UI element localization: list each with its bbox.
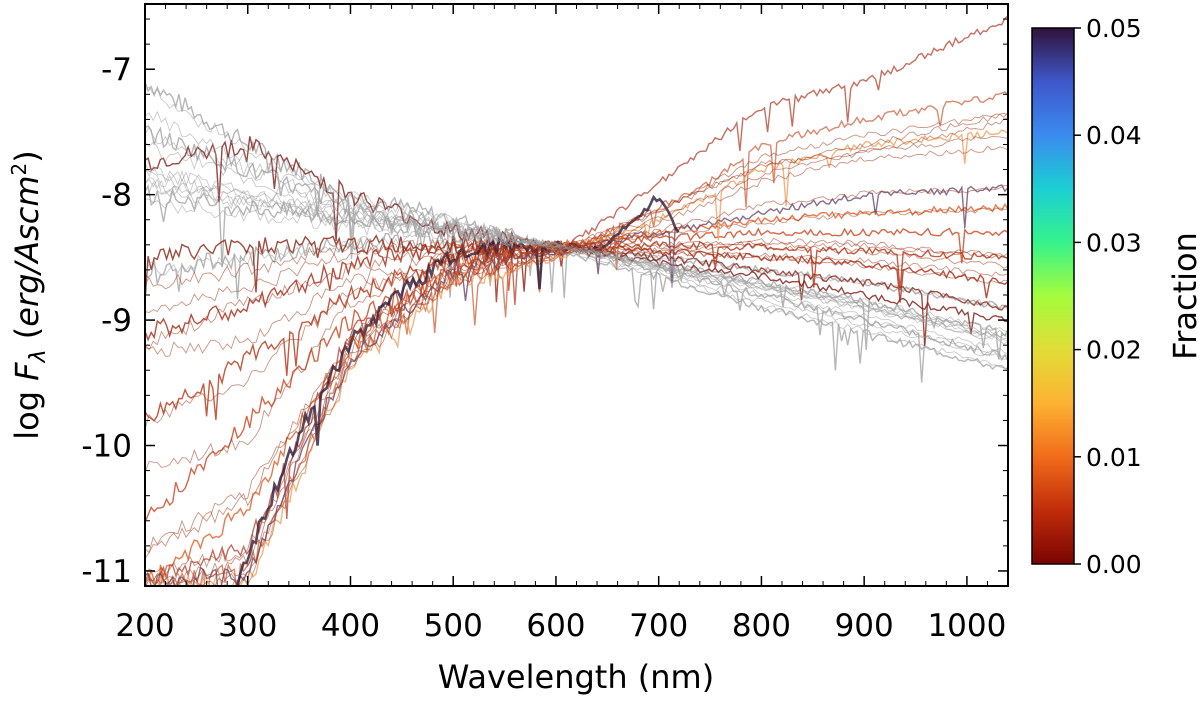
x-tick-label: 300	[218, 608, 277, 644]
series-line-cool-star-1	[145, 136, 1008, 335]
texture-spectrum	[145, 184, 1008, 554]
x-axis-ticks: 200 300 400 500 600 700 800 900 1000	[115, 4, 1009, 644]
x-tick-label: 200	[115, 608, 174, 644]
texture-spectrum	[145, 241, 1008, 351]
texture-spectrum	[145, 145, 1008, 586]
y-tick-label: -7	[101, 52, 132, 88]
x-tick-label: 400	[321, 608, 380, 644]
y-axis-label-symbol: F	[8, 362, 46, 381]
y-axis-label-open: (	[8, 327, 46, 350]
texture-spectrum	[145, 165, 1008, 345]
x-tick-label: 800	[732, 608, 791, 644]
colorbar-label: Fraction	[1166, 232, 1200, 360]
texture-spectrum	[145, 110, 1008, 360]
series-line-cool-star-6	[145, 202, 1008, 586]
texture-spectrum	[145, 237, 1008, 290]
texture-spectrum	[145, 112, 1008, 579]
texture-layer	[145, 86, 1008, 586]
y-axis-label-subscript: λ	[26, 349, 51, 363]
colorbar-tick-label: 0.03	[1086, 228, 1142, 257]
x-tick-label: 700	[629, 608, 688, 644]
y-tick-label: -10	[81, 429, 132, 465]
y-tick-label: -8	[101, 178, 132, 214]
x-axis-label: Wavelength (nm)	[438, 658, 714, 696]
texture-spectrum	[145, 178, 1008, 339]
texture-spectrum	[145, 237, 1008, 357]
colorbar-tick-label: 0.02	[1086, 336, 1142, 365]
y-axis-ticks: -7 -8 -9 -10 -11	[81, 18, 1008, 590]
colorbar-tick-label: 0.05	[1086, 14, 1142, 43]
series-line-hot-star-1	[145, 81, 1008, 371]
y-axis-label-superscript: 2	[7, 163, 31, 176]
series-line-cool-star-4	[145, 240, 1008, 422]
x-tick-label: 600	[526, 608, 585, 644]
y-tick-label: -11	[81, 554, 132, 590]
y-axis-label-prefix: log	[8, 381, 46, 440]
texture-spectrum	[145, 86, 1008, 370]
colorbar-tick-label: 0.04	[1086, 121, 1142, 150]
y-axis-label: log Fλ (erg/Ascm2)	[7, 150, 51, 440]
texture-spectrum	[145, 117, 1008, 473]
colorbar-gradient	[1031, 27, 1075, 565]
y-axis-label-close: )	[8, 150, 46, 162]
series-line-m-dwarf-2	[145, 91, 1008, 586]
series-line-hot-star-3	[145, 184, 1008, 360]
series-line-cool-star-5	[145, 227, 1008, 523]
x-tick-label: 500	[424, 608, 483, 644]
series-layer	[145, 15, 1008, 586]
y-tick-label: -9	[101, 303, 132, 339]
colorbar-tick-label: 0.00	[1086, 550, 1142, 579]
colorbar: 0.00 0.01 0.02 0.03 0.04 0.05 Fraction	[1031, 14, 1200, 579]
y-axis-label-units: erg/Ascm	[8, 175, 46, 326]
x-tick-label: 900	[835, 608, 894, 644]
plot-frame	[144, 3, 1009, 587]
texture-spectrum	[145, 240, 1008, 430]
texture-spectrum	[145, 141, 1008, 355]
colorbar-ticks: 0.00 0.01 0.02 0.03 0.04 0.05	[1074, 14, 1142, 579]
colorbar-tick-label: 0.01	[1086, 443, 1142, 472]
x-tick-label: 1000	[927, 608, 1006, 644]
texture-spectrum	[145, 198, 1008, 333]
